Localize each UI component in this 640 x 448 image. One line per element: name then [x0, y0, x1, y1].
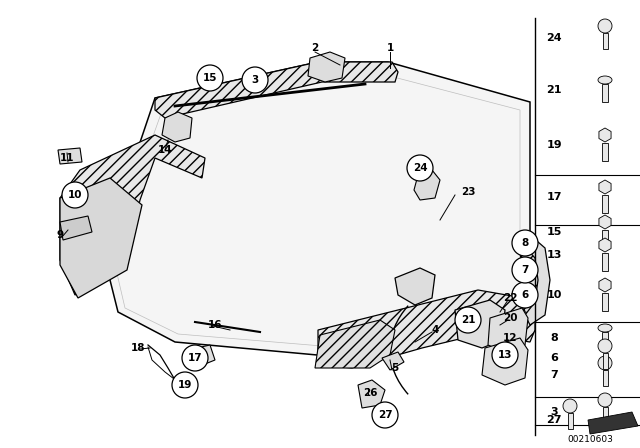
Bar: [602, 253, 608, 271]
Circle shape: [197, 65, 223, 91]
Circle shape: [598, 339, 612, 353]
Ellipse shape: [598, 324, 612, 332]
Text: 8: 8: [522, 238, 529, 248]
Polygon shape: [482, 338, 528, 385]
Circle shape: [512, 282, 538, 308]
Text: 3: 3: [252, 75, 259, 85]
Circle shape: [62, 182, 88, 208]
Text: 24: 24: [413, 163, 428, 173]
Polygon shape: [58, 148, 82, 164]
Circle shape: [242, 67, 268, 93]
Bar: [602, 230, 608, 248]
Text: 27: 27: [378, 410, 392, 420]
Text: 12: 12: [503, 333, 517, 343]
Circle shape: [512, 230, 538, 256]
Text: 7: 7: [550, 370, 558, 380]
Polygon shape: [358, 380, 385, 408]
Polygon shape: [155, 62, 398, 118]
Polygon shape: [308, 52, 345, 82]
Text: 6: 6: [522, 290, 529, 300]
Text: 6: 6: [550, 353, 558, 363]
Circle shape: [182, 345, 208, 371]
Text: 11: 11: [60, 153, 74, 163]
Circle shape: [172, 372, 198, 398]
Bar: [568, 413, 573, 429]
Text: 24: 24: [546, 33, 562, 43]
Polygon shape: [525, 235, 550, 325]
Circle shape: [512, 257, 538, 283]
Circle shape: [492, 342, 518, 368]
Text: 21: 21: [547, 85, 562, 95]
Text: 10: 10: [68, 190, 83, 200]
Ellipse shape: [598, 76, 612, 84]
Circle shape: [598, 19, 612, 33]
Polygon shape: [188, 345, 215, 368]
Text: 8: 8: [550, 333, 558, 343]
Text: 13: 13: [498, 350, 512, 360]
Text: 13: 13: [547, 250, 562, 260]
Text: 20: 20: [503, 313, 517, 323]
Text: 5: 5: [392, 363, 399, 373]
Text: 19: 19: [546, 140, 562, 150]
Polygon shape: [455, 300, 505, 348]
Circle shape: [407, 155, 433, 181]
Text: 17: 17: [547, 192, 562, 202]
Text: 00210603: 00210603: [567, 435, 613, 444]
Polygon shape: [488, 308, 528, 352]
Text: 23: 23: [461, 187, 476, 197]
Text: 27: 27: [547, 415, 562, 425]
Text: 18: 18: [131, 343, 145, 353]
Bar: [602, 143, 608, 161]
Polygon shape: [162, 112, 192, 142]
Text: 7: 7: [522, 265, 529, 275]
Bar: [602, 84, 608, 102]
Text: 14: 14: [157, 145, 172, 155]
Text: 10: 10: [547, 290, 562, 300]
Circle shape: [598, 356, 612, 370]
Circle shape: [563, 399, 577, 413]
Bar: [602, 353, 607, 369]
Polygon shape: [60, 216, 92, 240]
Text: 9: 9: [56, 230, 63, 240]
Circle shape: [598, 393, 612, 407]
Bar: [602, 370, 607, 386]
Text: 16: 16: [208, 320, 222, 330]
Text: 17: 17: [188, 353, 202, 363]
Text: 26: 26: [363, 388, 377, 398]
Circle shape: [455, 307, 481, 333]
Text: 15: 15: [203, 73, 217, 83]
Polygon shape: [520, 240, 542, 315]
Text: 2: 2: [312, 43, 319, 53]
Polygon shape: [60, 178, 142, 298]
Text: 3: 3: [550, 407, 558, 417]
Bar: [602, 332, 608, 350]
Polygon shape: [60, 135, 205, 295]
Polygon shape: [382, 352, 404, 370]
Bar: [602, 293, 608, 311]
Text: 15: 15: [547, 227, 562, 237]
Bar: [602, 33, 607, 49]
Bar: [602, 407, 607, 423]
Text: 4: 4: [431, 325, 438, 335]
Polygon shape: [103, 62, 530, 358]
Polygon shape: [395, 268, 435, 305]
Polygon shape: [588, 412, 638, 434]
Polygon shape: [318, 290, 535, 368]
Text: 21: 21: [461, 315, 476, 325]
Text: 1: 1: [387, 43, 394, 53]
Text: 19: 19: [178, 380, 192, 390]
Bar: [602, 195, 608, 213]
Polygon shape: [414, 170, 440, 200]
Circle shape: [372, 402, 398, 428]
Polygon shape: [315, 320, 395, 368]
Text: 22: 22: [503, 293, 517, 303]
